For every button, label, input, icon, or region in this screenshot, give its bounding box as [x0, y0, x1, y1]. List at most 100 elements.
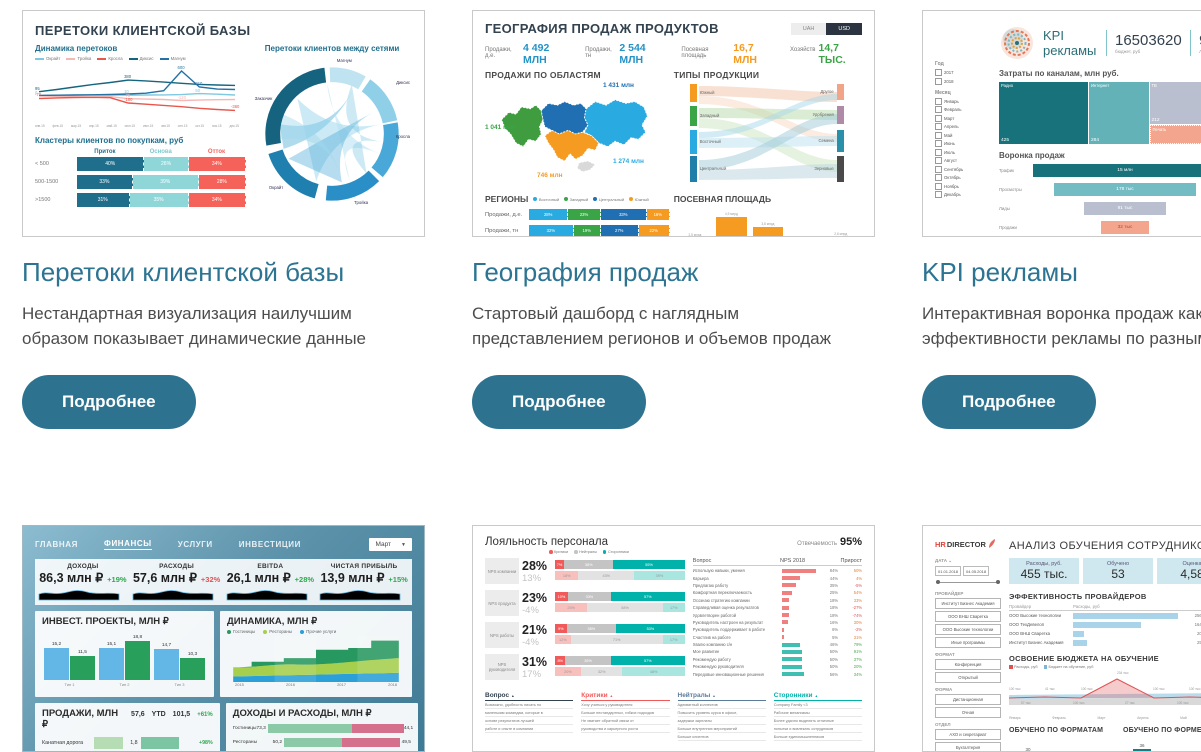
legend-label: Гостиницы	[233, 629, 255, 634]
format-label: ФОРМАТ	[935, 652, 1001, 657]
nps-stacked-bar: 25%58%17%	[555, 603, 685, 612]
chord-title: Перетоки клиентов между сетями	[252, 44, 412, 53]
dashboard-title: АНАЛИЗ ОБУЧЕНИЯ СОТРУДНИКОВ	[1009, 540, 1201, 552]
region-bar-segment: 16%	[647, 209, 670, 220]
legend-item: Магнум	[160, 56, 186, 61]
month-checkbox[interactable]: Январь	[935, 98, 993, 105]
month-checkbox[interactable]: Ноябрь	[935, 183, 993, 190]
treemap-node-value: 284	[1091, 138, 1099, 143]
currency-toggle-usd[interactable]: USD	[826, 23, 862, 35]
legend-dot	[300, 630, 304, 634]
nps-value: 16%	[822, 620, 838, 625]
form-filter-button[interactable]: Очная	[935, 707, 1001, 718]
provider-filter-button[interactable]: Институт Бизнес Академия	[935, 598, 1001, 609]
date-from-input[interactable]: 01.01.2018	[935, 566, 961, 576]
checkbox-icon	[935, 174, 942, 181]
bar-value-label: 1,8	[126, 740, 138, 746]
bar-value-label: 14,7	[162, 643, 171, 648]
line-annotation: 50	[195, 88, 200, 93]
cluster-bar-segment: 33%	[77, 175, 133, 189]
line-annotation: 210	[195, 81, 202, 86]
col-header: Расходы, руб	[1073, 604, 1201, 609]
bar-value-label: 30	[1025, 747, 1030, 752]
nps-small-value: -4%	[522, 637, 552, 648]
nps-stacked-bar: 20%32%48%	[555, 667, 685, 676]
x-tick-label: Март	[1097, 716, 1105, 720]
dept-filter-button[interactable]: Бухгалтерия	[935, 742, 1001, 752]
card-title-client-flows[interactable]: Перетоки клиентской базы	[22, 257, 425, 288]
bar-segment: 32%	[581, 667, 623, 676]
budget-point-label: 100 тыс	[1009, 687, 1021, 691]
provider-filter-button[interactable]: Иные программы	[935, 637, 1001, 648]
month-checkbox[interactable]: Июль	[935, 149, 993, 156]
dashboard-heading: ПЕРЕТОКИ КЛИЕНТСКОЙ БАЗЫ	[35, 23, 412, 38]
kpi-value: 57,6 млн ₽	[133, 570, 197, 585]
card-title-kpi-ads[interactable]: KPI рекламы	[922, 257, 1201, 288]
funnel-step-label: Просмотры	[999, 187, 1033, 192]
date-range-slider[interactable]	[936, 579, 1000, 585]
form-chart: ОБУЧЕНО ПО ФОРМЕ3617	[1123, 727, 1201, 752]
bar-segment: 10%	[555, 592, 568, 601]
format-filter-button[interactable]: Открытый	[935, 672, 1001, 683]
kpi-sparkline	[318, 587, 410, 601]
nav-item-2[interactable]: ФИНАНСЫ	[104, 539, 152, 550]
month-checkbox[interactable]: Март	[935, 115, 993, 122]
year-checkbox[interactable]: 2018	[935, 78, 993, 85]
cost-bar	[1073, 622, 1141, 628]
sankey-left-label: Восточный	[700, 139, 721, 144]
budget-point-label: 57 тыс	[1021, 701, 1031, 705]
month-checkbox[interactable]: Август	[935, 157, 993, 164]
dashboard-heading: ГЕОГРАФИЯ ПРОДАЖ ПРОДУКТОВ	[485, 21, 719, 36]
month-checkbox[interactable]: Декабрь	[935, 191, 993, 198]
thumbnail-finance-dashboard[interactable]: ГЛАВНАЯ ФИНАНСЫ УСЛУГИ ИНВЕСТИЦИИ Март▼ ДОХОД…	[22, 525, 425, 752]
bar-segment: 38%	[567, 624, 616, 633]
cluster-row-label: < 500	[35, 161, 77, 167]
month-checkbox[interactable]: Май	[935, 132, 993, 139]
format-filter-button[interactable]: Конференция	[935, 659, 1001, 670]
month-checkbox[interactable]: Июнь	[935, 140, 993, 147]
checkbox-label: Октябрь	[944, 175, 961, 180]
legend-label: Нейтралы	[579, 550, 597, 554]
nav-item-3[interactable]: УСЛУГИ	[178, 540, 213, 549]
nav-item-4[interactable]: ИНВЕСТИЦИИ	[239, 540, 301, 549]
legend-label: Кросла	[108, 56, 122, 61]
provider-filter-button[interactable]: ООО Высокие технологии	[935, 624, 1001, 635]
details-button-client-flows[interactable]: Подробнее	[22, 375, 196, 429]
period-dropdown[interactable]: Март▼	[369, 538, 412, 551]
question-label: Мое развитие	[693, 649, 782, 654]
formats-chart: ОБУЧЕНО ПО ФОРМАТАМ3023	[1009, 727, 1113, 752]
cluster-col-header: Отток	[189, 149, 245, 155]
date-to-input[interactable]: 04.05.2018	[963, 566, 989, 576]
year-checkbox[interactable]: 2017	[935, 69, 993, 76]
month-checkbox[interactable]: Сентябрь	[935, 166, 993, 173]
month-checkbox[interactable]: Октябрь	[935, 174, 993, 181]
funnel-bar: 91 тыс	[1084, 202, 1167, 215]
form-filter-button[interactable]: Дистанционная	[935, 694, 1001, 705]
details-button-kpi-ads[interactable]: Подробнее	[922, 375, 1096, 429]
details-button-sales-geography[interactable]: Подробнее	[472, 375, 646, 429]
bar	[154, 649, 179, 680]
chord-node-label: Диксис	[396, 80, 410, 85]
currency-toggle-uah[interactable]: UAH	[791, 23, 827, 35]
nav-item-1[interactable]: ГЛАВНАЯ	[35, 540, 78, 549]
col-header: Провайдер	[1009, 604, 1073, 609]
card-title-sales-geography[interactable]: География продаж	[472, 257, 875, 288]
comment-line: Больше единомышленников	[774, 735, 862, 741]
dept-filter-button[interactable]: АХО и секретариат	[935, 729, 1001, 740]
provider-filter-button[interactable]: ООО ВНШ Сваретка	[935, 611, 1001, 622]
month-checkbox[interactable]: Февраль	[935, 106, 993, 113]
month-checkbox[interactable]: Апрель	[935, 123, 993, 130]
